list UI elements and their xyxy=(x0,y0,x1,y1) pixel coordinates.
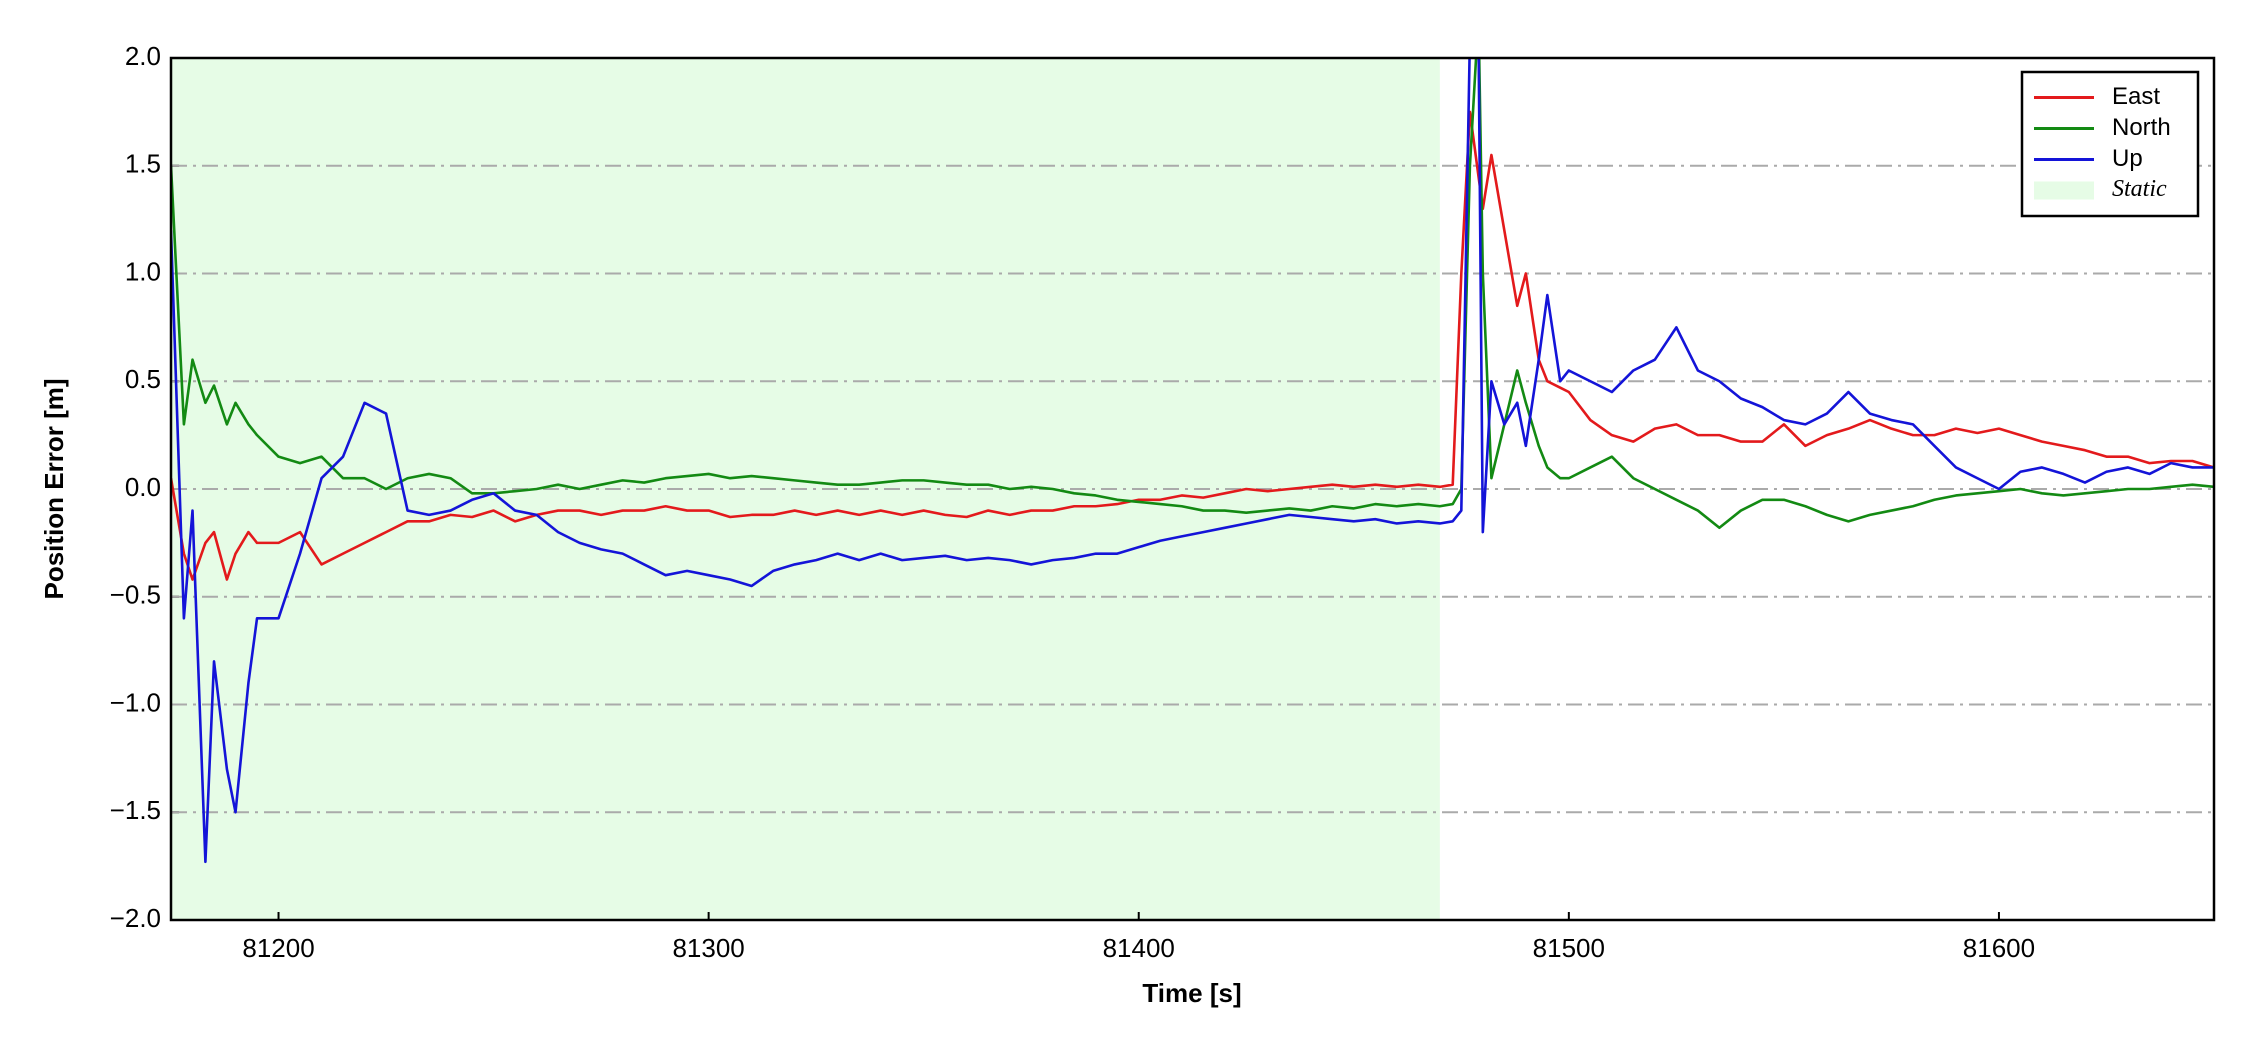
y-tick-label: −1.0 xyxy=(110,687,161,717)
y-tick-label: −1.5 xyxy=(110,795,161,825)
y-tick-label: −2.0 xyxy=(110,903,161,933)
legend-label: East xyxy=(2112,83,2160,110)
x-tick-label: 81600 xyxy=(1963,933,2035,963)
legend-label: Static xyxy=(2112,176,2167,202)
y-tick-label: 0.0 xyxy=(125,472,161,502)
legend-swatch xyxy=(2034,181,2094,200)
legend-label: Up xyxy=(2112,145,2143,172)
legend: East North Up Static xyxy=(2020,70,2200,218)
x-tick-label: 81300 xyxy=(672,933,744,963)
y-tick-label: −0.5 xyxy=(110,580,161,610)
series-line xyxy=(171,58,2214,864)
series-line xyxy=(171,58,2214,530)
plot-frame xyxy=(169,56,2216,922)
legend-label: North xyxy=(2112,114,2171,141)
y-axis-label: Position Error [m] xyxy=(39,378,69,599)
x-tick-label: 81200 xyxy=(242,933,314,963)
x-tick-label: 81500 xyxy=(1533,933,1605,963)
x-tick-label: 81400 xyxy=(1103,933,1175,963)
y-tick-label: 1.5 xyxy=(125,149,161,179)
plot-area xyxy=(171,58,2214,864)
y-tick-label: 0.5 xyxy=(125,364,161,394)
series-line xyxy=(171,110,2214,581)
y-tick-label: 2.0 xyxy=(125,41,161,71)
y-tick-label: 1.0 xyxy=(125,256,161,286)
x-axis-label: Time [s] xyxy=(1142,978,1241,1008)
